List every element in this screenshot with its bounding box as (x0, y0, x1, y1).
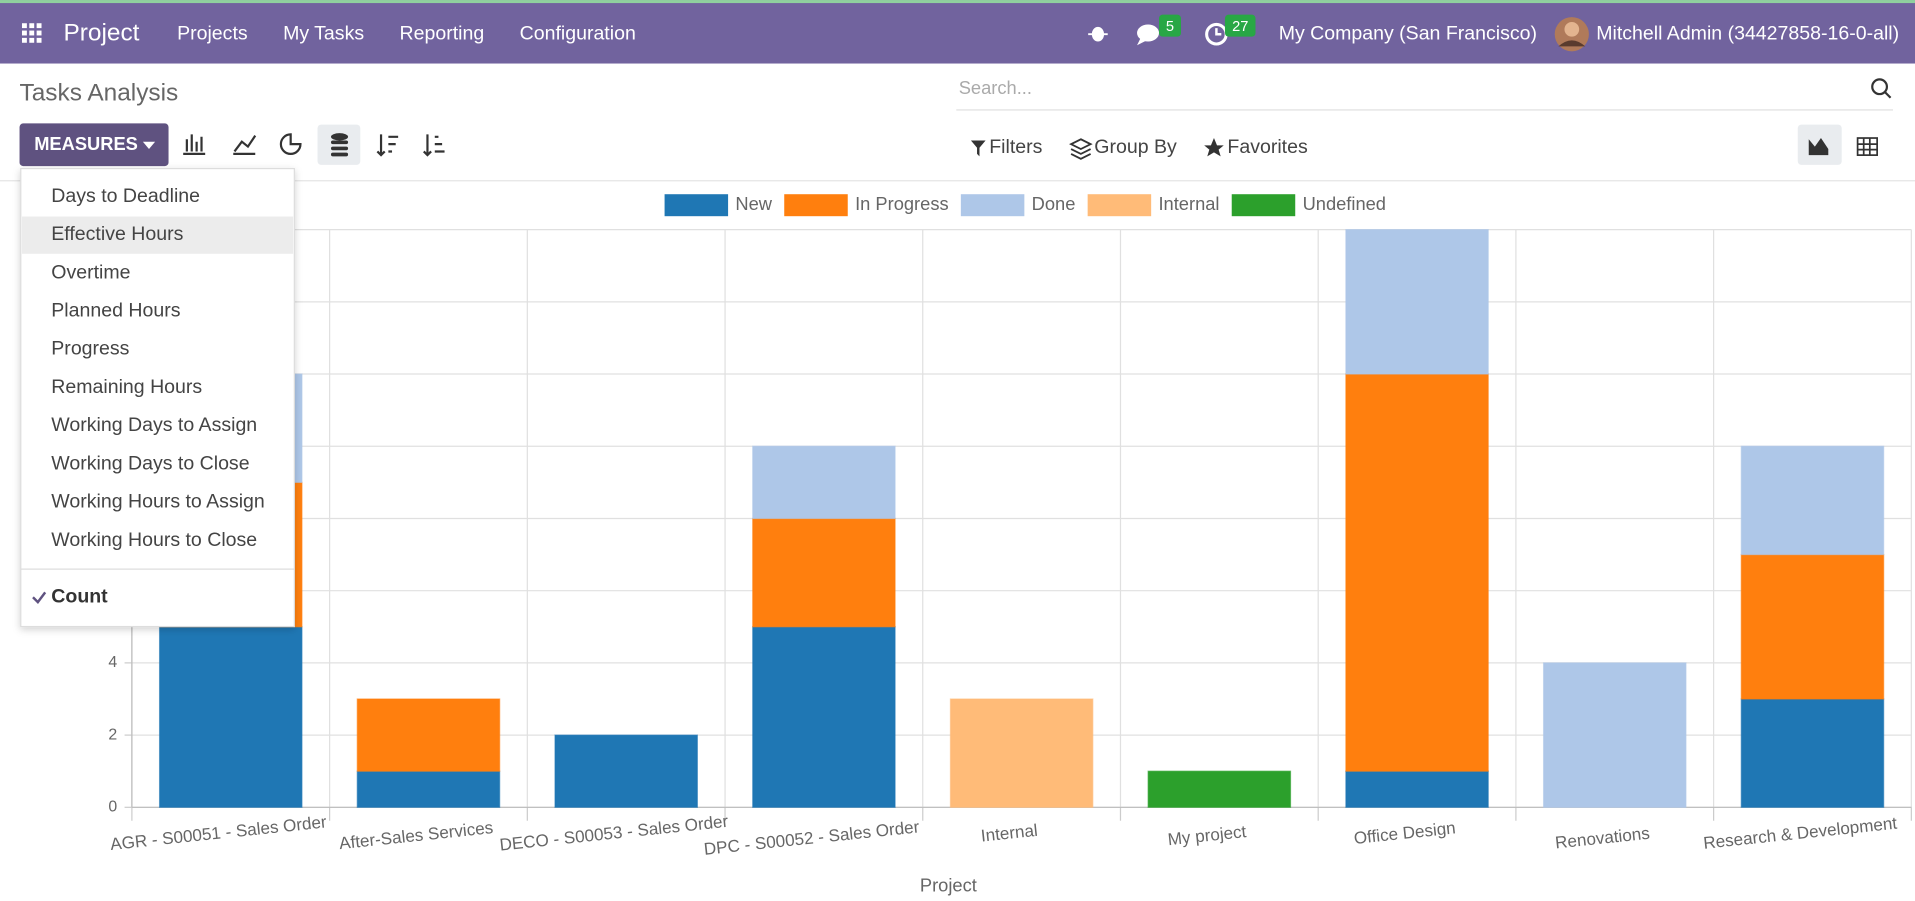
bar-segment (1147, 770, 1292, 808)
measure-option[interactable]: Effective Hours (51, 223, 183, 245)
top-strip (0, 0, 1915, 4)
legend-swatch (1231, 194, 1296, 217)
measure-option[interactable]: Working Hours to Close (51, 529, 257, 551)
favorites-icon (1204, 138, 1224, 157)
messages-icon[interactable] (1137, 24, 1160, 46)
x-tick-label: Internal (980, 821, 1039, 846)
measures-button[interactable] (19, 123, 169, 167)
bar-segment (356, 698, 501, 772)
bar-segment (1345, 770, 1489, 808)
y-tick-label: 2 (108, 726, 117, 743)
pie-chart-button[interactable] (279, 133, 302, 155)
favorites-toggle[interactable]: Favorites (1227, 136, 1308, 158)
stacked-button-bg (317, 124, 361, 165)
measure-option[interactable]: Remaining Hours (51, 376, 202, 398)
legend-label[interactable]: In Progress (855, 193, 949, 214)
bar-segment (356, 770, 501, 808)
hover-highlight (21, 216, 294, 254)
activities-badge: 27 (1232, 19, 1248, 35)
measure-option[interactable]: Progress (51, 338, 129, 360)
bar-segment (1740, 698, 1885, 808)
pivot-view-button[interactable] (1856, 137, 1878, 156)
measure-option[interactable]: Working Days to Close (51, 452, 249, 474)
app-name[interactable]: Project (64, 20, 140, 47)
bar-segment (158, 626, 303, 808)
bar-segment (752, 517, 896, 628)
x-tick-label: AGR - S00051 - Sales Order (109, 812, 327, 854)
nav-menu-item[interactable]: Configuration (520, 22, 636, 44)
bar-segment (752, 445, 896, 520)
bar-chart-button[interactable] (183, 134, 206, 156)
sort-desc-button[interactable] (376, 134, 399, 157)
legend-label[interactable]: Undefined (1303, 193, 1386, 214)
measures-button-label[interactable]: MEASURES (34, 133, 138, 154)
bar-segment (1542, 662, 1687, 808)
measure-option[interactable]: Days to Deadline (51, 185, 200, 207)
user-menu[interactable]: Mitchell Admin (34427858-16-0-all) (1596, 22, 1899, 44)
debug-icon[interactable] (1088, 26, 1108, 42)
line-chart-button[interactable] (233, 134, 257, 156)
stacked-button[interactable] (330, 133, 349, 157)
bar-segment (752, 626, 896, 808)
groupby-icon (1069, 138, 1093, 160)
check-icon (32, 591, 47, 604)
y-tick-label: 0 (108, 798, 117, 815)
nav-menu-item[interactable]: Reporting (400, 22, 485, 44)
page-title: Tasks Analysis (20, 80, 179, 107)
filters-toggle[interactable]: Filters (989, 136, 1042, 158)
legend-swatch (784, 194, 848, 217)
x-tick-label: DPC - S00052 - Sales Order (703, 817, 921, 859)
bar-segment (1345, 373, 1489, 772)
chart: 0246810121416AGR - S00051 - Sales OrderA… (100, 193, 1912, 896)
legend-swatch (960, 194, 1025, 217)
legend-label[interactable]: Done (1032, 193, 1076, 214)
measure-option[interactable]: Overtime (51, 261, 130, 283)
bar-segment (949, 698, 1094, 808)
legend-label[interactable]: Internal (1158, 193, 1219, 214)
sort-asc-button[interactable] (423, 134, 445, 157)
bar-segment (1740, 553, 1885, 700)
bar-segment (1345, 229, 1489, 375)
activities-badge-bg (1224, 14, 1256, 37)
x-tick-label: Office Design (1353, 818, 1457, 848)
measure-option[interactable]: Working Days to Assign (51, 414, 257, 436)
groupby-toggle[interactable]: Group By (1094, 136, 1177, 158)
x-tick-label: My project (1167, 822, 1248, 849)
search-icon[interactable] (1871, 78, 1892, 99)
legend-swatch (664, 194, 729, 217)
measure-option[interactable]: Planned Hours (51, 299, 180, 321)
messages-badge: 5 (1166, 19, 1174, 35)
messages-badge-bg (1159, 14, 1181, 37)
graph-view-button[interactable] (1808, 138, 1829, 156)
nav-menu-item[interactable]: Projects (177, 22, 248, 44)
caret (142, 141, 156, 150)
search-input[interactable]: Search... (959, 77, 1032, 98)
avatar[interactable] (1554, 17, 1589, 52)
legend-label[interactable]: New (735, 193, 772, 214)
x-axis-label: Project (920, 875, 977, 896)
measure-option[interactable]: Working Hours to Assign (51, 491, 265, 513)
bar-segment (1740, 445, 1885, 556)
x-tick-label: After-Sales Services (338, 818, 494, 853)
company-switcher[interactable]: My Company (San Francisco) (1279, 22, 1537, 44)
apps-icon[interactable] (21, 23, 42, 43)
bar-segment (554, 734, 698, 808)
x-tick-label: Renovations (1554, 824, 1650, 853)
x-tick-label: DECO - S00053 - Sales Order (499, 812, 730, 855)
measures-dropdown: Days to Deadline Effective Hours Overtime P… (20, 167, 295, 628)
y-tick-label: 4 (108, 654, 117, 671)
legend-swatch (1087, 194, 1152, 217)
filter-icon (970, 140, 986, 157)
x-tick-label: Research & Development (1702, 814, 1898, 853)
nav-menu-item[interactable]: My Tasks (283, 22, 364, 44)
measure-option-selected[interactable]: Count (51, 585, 108, 607)
navbar (0, 0, 1915, 64)
